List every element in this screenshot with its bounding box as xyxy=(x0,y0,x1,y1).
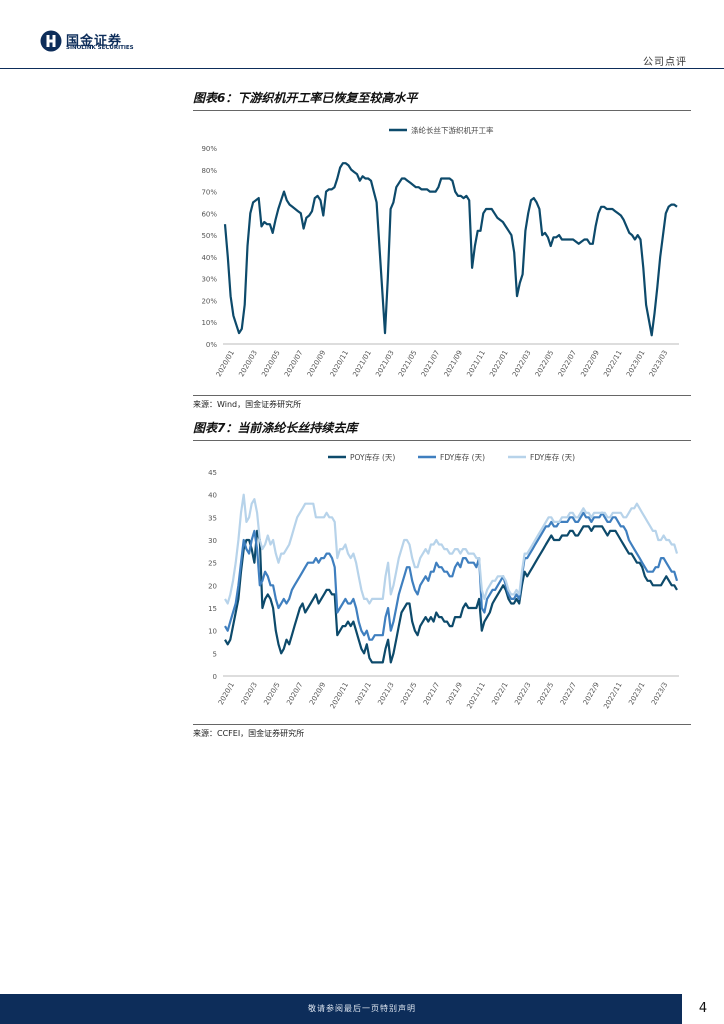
chart1-x-tick-label: 2021/11 xyxy=(465,681,486,710)
chart0-x-tick-label: 2022/05 xyxy=(534,349,555,378)
disclaimer-note: 敬请参阅最后一页特别声明 xyxy=(308,1004,416,1013)
chart1-x-tick-label: 2020/11 xyxy=(329,681,350,710)
chart0-x-tick-label: 2022/07 xyxy=(557,349,578,378)
chart0-x-tick-label: 2021/07 xyxy=(420,349,441,378)
chart1-x-tick-label: 2022/11 xyxy=(602,681,623,710)
chart0-x-tick-label: 2021/05 xyxy=(397,349,418,378)
page-number: 4 xyxy=(682,994,724,1024)
chart1-x-tick-label: 2022/3 xyxy=(513,681,532,706)
chart0-y-tick-label: 30% xyxy=(201,276,217,284)
chart1-x-tick-label: 2021/9 xyxy=(445,681,464,706)
chart1-y-tick-label: 5 xyxy=(213,650,217,658)
chart1-x-tick-label: 2021/7 xyxy=(422,681,441,706)
chart1-series-line-2 xyxy=(224,493,679,605)
company-logo: 国金证券 SINOLINK SECURITIES xyxy=(40,30,150,56)
chart0-x-tick-label: 2023/01 xyxy=(625,349,646,378)
chart0-series-line-0 xyxy=(223,162,678,337)
chart0-y-tick-label: 40% xyxy=(201,254,217,262)
chart1-legend-label-2: FDY库存 (天) xyxy=(530,452,575,462)
chart0-legend-label-0: 涤纶长丝下游织机开工率 xyxy=(411,125,494,135)
chart1-series-line-0 xyxy=(224,525,678,664)
sinolink-logo-icon xyxy=(40,30,62,52)
chart0-x-tick-label: 2022/01 xyxy=(488,349,509,378)
logo-chinese-name: 国金证券 xyxy=(66,34,123,49)
page-header: 国金证券 SINOLINK SECURITIES 公司点评 xyxy=(0,0,724,70)
chart1-x-tick-label: 2023/3 xyxy=(650,681,669,706)
chart1-y-tick-label: 25 xyxy=(208,560,217,568)
chart0-x-tick-label: 2021/03 xyxy=(374,349,395,378)
chart1-x-tick-label: 2020/1 xyxy=(217,681,236,706)
chart1-x-tick-label: 2020/5 xyxy=(262,681,281,706)
chart0-x-tick-label: 2020/03 xyxy=(237,349,258,378)
chart1-y-tick-label: 0 xyxy=(213,673,217,681)
chart0-x-tick-label: 2022/09 xyxy=(579,349,600,378)
chart0-y-tick-label: 50% xyxy=(201,232,217,240)
page-footer: 敬请参阅最后一页特别声明 4 xyxy=(0,994,724,1024)
chart1-y-tick-label: 40 xyxy=(208,492,217,500)
chart0-x-tick-label: 2020/07 xyxy=(283,349,304,378)
chart1-y-tick-label: 35 xyxy=(208,514,217,522)
chart0-y-tick-label: 0% xyxy=(206,341,217,349)
figure6-title: 图表6：下游织机开工率已恢复至较高水平 xyxy=(193,89,691,111)
chart1-x-tick-label: 2021/1 xyxy=(354,681,373,706)
figure6-chart: 0% 10% 20% 30% 40% 50% 60% 70% 80% 90% 2020/01 2020… xyxy=(193,110,691,390)
chart1-legend-label-1: FDY库存 (天) xyxy=(440,452,485,462)
chart0-y-tick-label: 70% xyxy=(201,189,217,197)
chart1-x-tick-label: 2020/9 xyxy=(308,681,327,706)
figure7-source: 来源：CCFEI，国金证券研究所 xyxy=(193,724,691,739)
chart0-x-tick-label: 2020/05 xyxy=(260,349,281,378)
chart0-x-tick-label: 2020/01 xyxy=(215,349,236,378)
chart1-y-tick-label: 30 xyxy=(208,537,217,545)
figure6-svg: 0%10%20%30%40%50%60%70%80%90%2020/01 2020… xyxy=(201,125,679,378)
chart1-x-tick-label: 2020/7 xyxy=(285,681,304,706)
logo-english-name: SINOLINK SECURITIES xyxy=(66,45,134,51)
chart0-x-tick-label: 2021/11 xyxy=(465,349,486,378)
figure6-source: 来源：Wind，国金证券研究所 xyxy=(193,395,691,410)
chart1-x-tick-label: 2020/3 xyxy=(240,681,259,706)
chart0-x-tick-label: 2021/01 xyxy=(351,349,372,378)
chart0-x-tick-label: 2022/11 xyxy=(602,349,623,378)
figure7-title: 图表7：当前涤纶长丝持续去库 xyxy=(193,419,691,441)
chart0-y-tick-label: 20% xyxy=(201,297,217,305)
chart1-x-tick-label: 2022/7 xyxy=(559,681,578,706)
chart0-x-tick-label: 2020/11 xyxy=(329,349,350,378)
chart1-x-tick-label: 2021/5 xyxy=(399,681,418,706)
chart0-y-tick-label: 80% xyxy=(201,167,217,175)
chart1-x-tick-label: 2023/1 xyxy=(627,681,646,706)
chart0-x-tick-label: 2020/09 xyxy=(306,349,327,378)
chart0-x-tick-label: 2023/03 xyxy=(648,349,669,378)
chart0-y-tick-label: 90% xyxy=(201,145,217,153)
chart1-x-tick-label: 2021/3 xyxy=(376,681,395,706)
chart1-x-tick-label: 2022/5 xyxy=(536,681,555,706)
figure7-chart: 0 5 10 15 20 25 30 35 40 45 2020/1 2020/3 2020/5 2020… xyxy=(193,440,691,720)
chart1-y-tick-label: 15 xyxy=(208,605,217,613)
chart1-y-tick-label: 20 xyxy=(208,582,217,590)
chart1-x-tick-label: 2022/1 xyxy=(490,681,509,706)
chart0-y-tick-label: 10% xyxy=(201,319,217,327)
chart1-legend-label-0: POY库存 (天) xyxy=(350,452,395,462)
chart0-y-tick-label: 60% xyxy=(201,210,217,218)
chart0-x-tick-label: 2021/09 xyxy=(443,349,464,378)
chart1-y-tick-label: 45 xyxy=(208,469,217,477)
document-type-label: 公司点评 xyxy=(643,57,687,68)
header-divider xyxy=(0,68,724,69)
chart1-x-tick-label: 2022/9 xyxy=(582,681,601,706)
chart1-y-tick-label: 10 xyxy=(208,628,217,636)
chart0-x-tick-label: 2022/03 xyxy=(511,349,532,378)
